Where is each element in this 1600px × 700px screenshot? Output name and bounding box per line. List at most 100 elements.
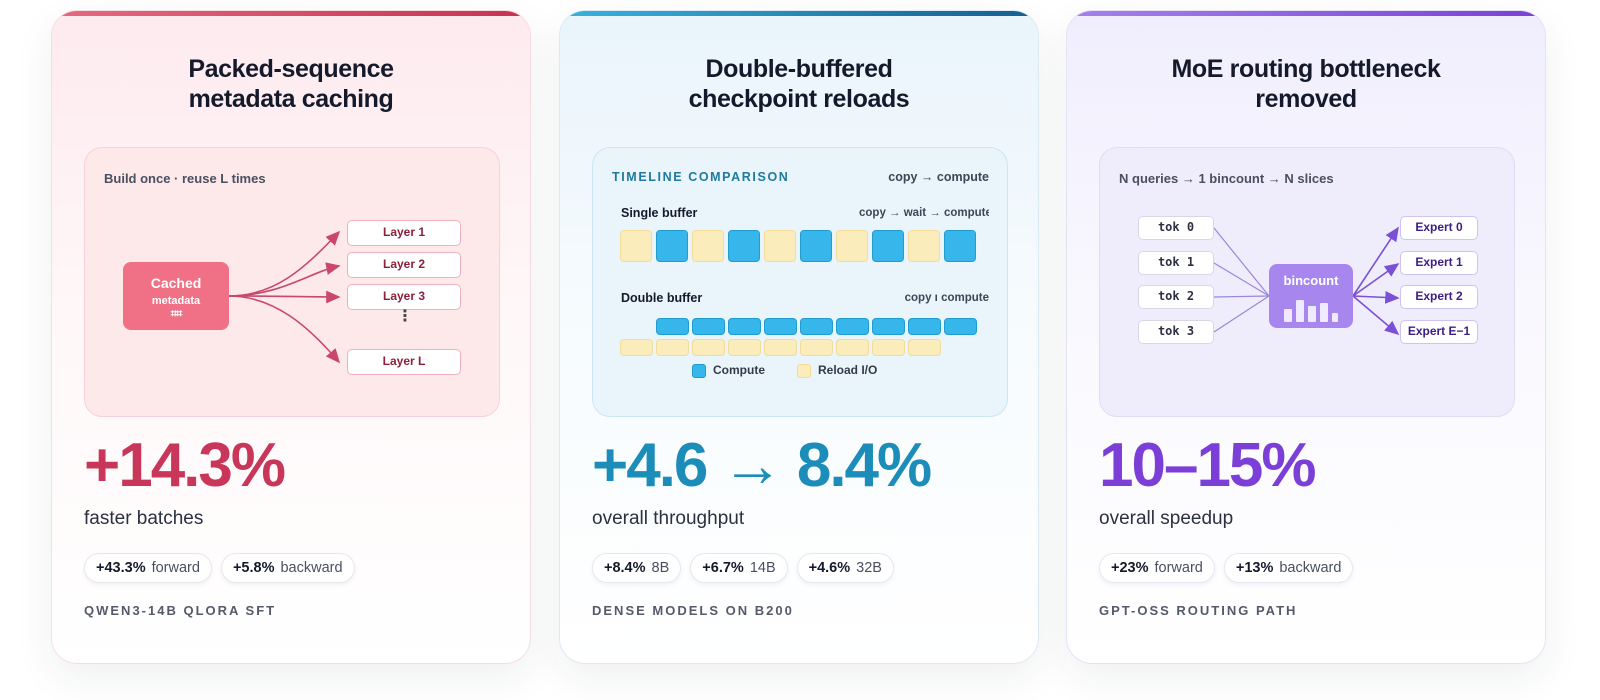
row-label-double: Double buffer [621, 291, 703, 305]
reload-block [764, 230, 796, 262]
chip-label: forward [1154, 560, 1203, 576]
stat-caption: overall speedup [1099, 508, 1234, 529]
reload-block [656, 339, 689, 356]
chip-label: 14B [749, 560, 776, 576]
stat-chip: +43.3% forward [84, 553, 212, 583]
legend-swatch-reload [797, 364, 811, 378]
chip-value: +13% [1235, 560, 1274, 576]
reload-block [800, 339, 833, 356]
chip-value: +4.6% [808, 560, 851, 576]
card-title: Double-buffered checkpoint reloads [688, 55, 910, 113]
chip-label: forward [151, 560, 200, 576]
cached-metadata-box: Cached metadata ⌗⌗ [123, 262, 229, 330]
reload-block [620, 339, 653, 356]
reload-block [836, 339, 869, 356]
compute-block [908, 318, 941, 335]
reload-block [620, 230, 652, 262]
bincount-box: bincount [1269, 264, 1353, 328]
stat-chips: +43.3% forward +5.8% backward [84, 553, 355, 583]
chip-value: +6.7% [702, 560, 744, 576]
headline-stat: 10–15% [1099, 431, 1317, 500]
ellipsis: ⋮ [397, 308, 413, 325]
reload-block [692, 230, 724, 262]
stat-caption: faster batches [84, 508, 204, 529]
card-accent-bar [1067, 11, 1545, 16]
compute-block [800, 230, 832, 262]
routing-panel: N queries → 1 bincount → N slices tok 0 [1099, 147, 1515, 417]
bincount-label: bincount [1283, 273, 1339, 288]
reload-block [728, 339, 761, 356]
compute-block [728, 318, 761, 335]
timeline-title: TIMELINE COMPARISON [612, 170, 790, 184]
grid-icon: ⌗⌗ [170, 308, 182, 320]
reload-block [872, 339, 905, 356]
bar-chart-icon-bar [1332, 313, 1338, 322]
headline-stat: +14.3% [84, 431, 286, 500]
card-metadata-caching: Packed-sequence metadata caching Build o… [51, 10, 531, 664]
stat-chip: +8.4% 8B [592, 553, 682, 583]
compute-block [872, 230, 904, 262]
token-box: tok 3 [1138, 320, 1214, 344]
legend-label-compute: Compute [713, 363, 765, 377]
compute-block [692, 318, 725, 335]
card-title: MoE routing bottleneck removed [1171, 55, 1441, 113]
row-note-single: copy → wait → compute [859, 207, 989, 219]
chip-value: +43.3% [96, 560, 146, 576]
panel-caption: Build once · reuse L times [104, 171, 266, 186]
chip-label: 32B [856, 560, 882, 576]
compute-block [728, 230, 760, 262]
compute-block [944, 318, 977, 335]
chip-label: backward [280, 560, 343, 576]
reload-block [908, 230, 940, 262]
reload-block [692, 339, 725, 356]
layer-box: Layer L [347, 349, 461, 375]
compute-block [836, 318, 869, 335]
token-box: tok 1 [1138, 251, 1214, 275]
timeline-subtitle: copy → compute [888, 170, 989, 184]
stat-chips: +23% forward +13% backward [1099, 553, 1354, 583]
compute-block [872, 318, 905, 335]
chip-value: +23% [1111, 560, 1149, 576]
layer-box: Layer 3 [347, 284, 461, 310]
stat-chip: +6.7% 14B [690, 553, 788, 583]
token-box: tok 0 [1138, 216, 1214, 240]
bar-chart-icon-bar [1308, 306, 1316, 322]
expert-box: Expert 0 [1400, 216, 1478, 240]
routing-lines [1213, 226, 1400, 336]
chip-value: +8.4% [604, 560, 646, 576]
reload-block [836, 230, 868, 262]
stat-chip: +13% backward [1223, 553, 1354, 583]
fanout-arrows [228, 230, 341, 364]
timeline-panel: TIMELINE COMPARISON copy → compute Singl… [592, 147, 1008, 417]
stat-chip: +5.8% backward [220, 553, 355, 583]
card-accent-bar [560, 11, 1038, 16]
expert-box: Expert E−1 [1400, 320, 1478, 344]
expert-box: Expert 2 [1400, 285, 1478, 309]
card-footer: DENSE MODELS ON B200 [592, 603, 794, 618]
layer-box: Layer 1 [347, 220, 461, 246]
reload-block [908, 339, 941, 356]
row-note-double: copy ı compute [904, 292, 989, 304]
bar-chart-icon-bar [1296, 300, 1304, 322]
compute-block [800, 318, 833, 335]
expert-box: Expert 1 [1400, 251, 1478, 275]
compute-block [764, 318, 797, 335]
headline-stat: +4.6 → 8.4% [592, 431, 932, 500]
chip-label: backward [1279, 560, 1342, 576]
card-moe-routing: MoE routing bottleneck removed N queries… [1066, 10, 1546, 664]
chip-value: +5.8% [232, 560, 275, 576]
legend-label-reload: Reload I/O [818, 363, 878, 377]
compute-block [944, 230, 976, 262]
legend-swatch-compute [692, 364, 706, 378]
token-box: tok 2 [1138, 285, 1214, 309]
stat-chips: +8.4% 8B +6.7% 14B +4.6% 32B [592, 553, 894, 583]
cached-sub-label: metadata [151, 295, 201, 307]
row-label-single: Single buffer [621, 206, 698, 220]
card-title: Packed-sequence metadata caching [188, 55, 394, 113]
card-footer: QWEN3-14B QLORA SFT [84, 603, 277, 618]
layer-box: Layer 2 [347, 252, 461, 278]
card-footer: GPT-OSS ROUTING PATH [1099, 603, 1298, 618]
stat-chip: +4.6% 32B [796, 553, 894, 583]
cached-label: Cached [150, 275, 202, 291]
stat-caption: overall throughput [592, 508, 745, 529]
